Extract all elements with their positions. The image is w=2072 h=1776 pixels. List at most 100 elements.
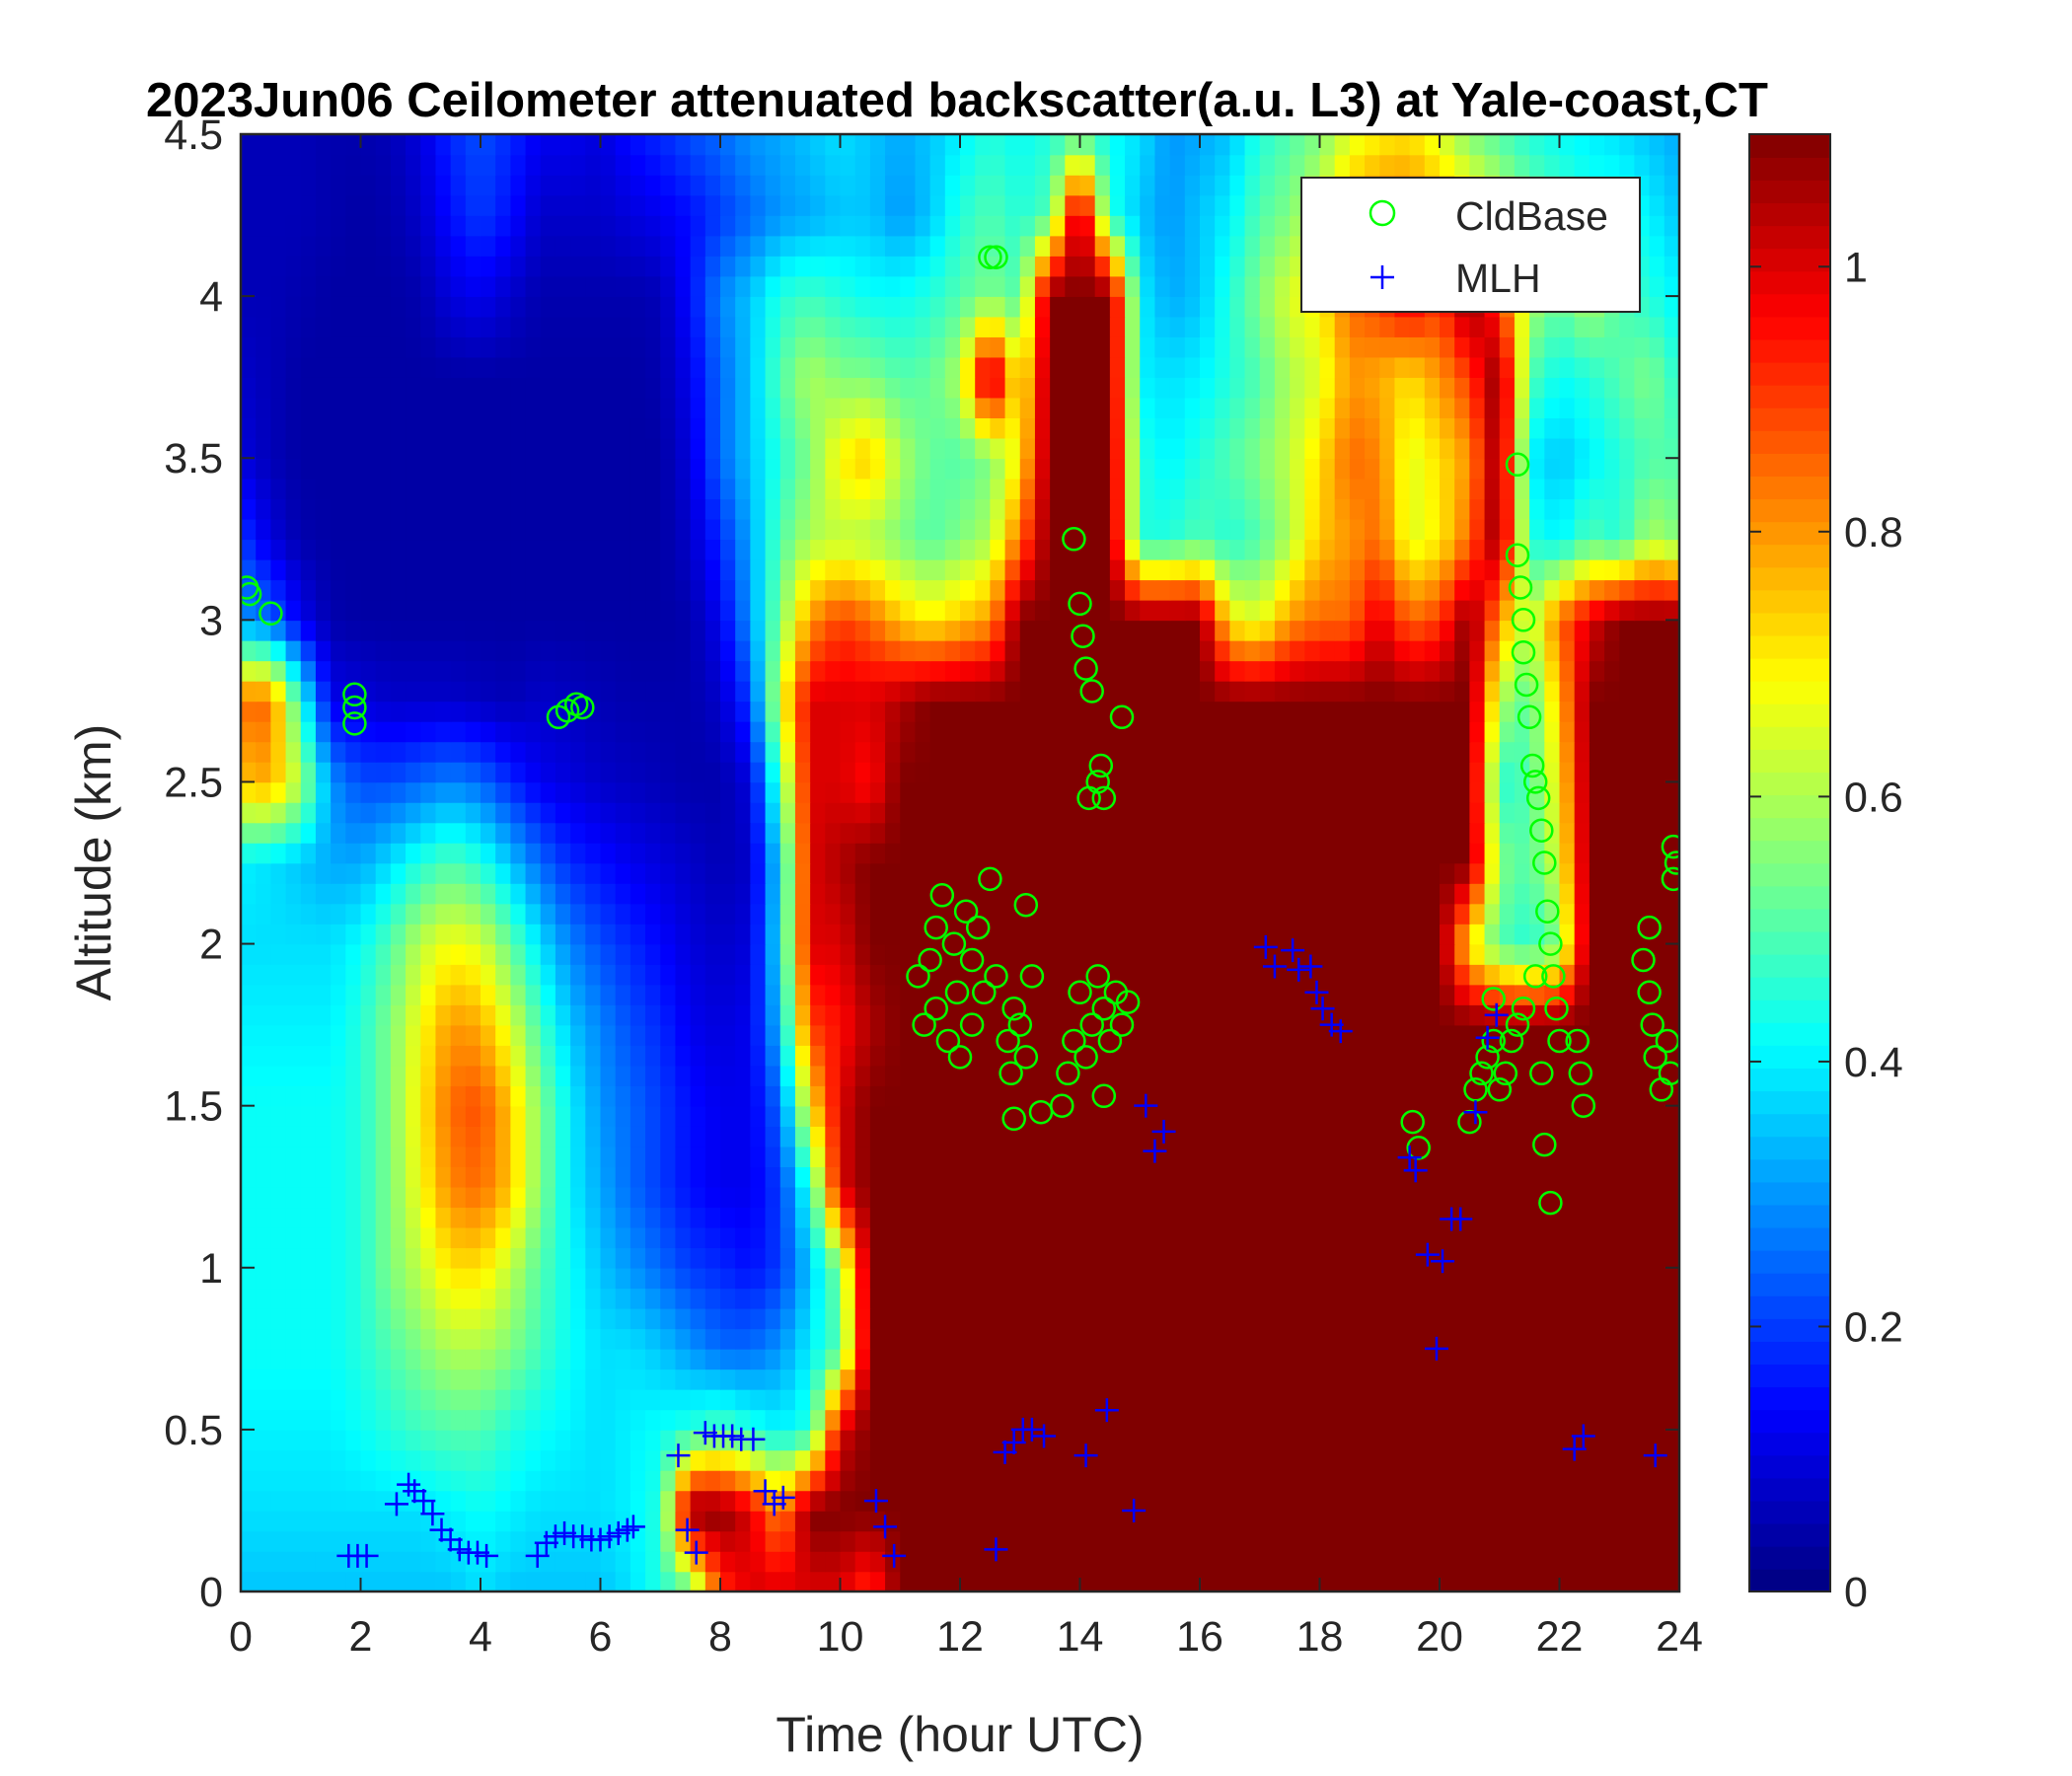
heatmap-cell — [256, 1065, 272, 1086]
heatmap-cell — [1619, 1307, 1636, 1330]
heatmap-cell — [794, 1045, 811, 1067]
heatmap-cell — [1349, 1490, 1366, 1512]
heatmap-cell — [779, 701, 796, 722]
heatmap-cell — [495, 1065, 512, 1086]
heatmap-cell — [1125, 1550, 1142, 1573]
heatmap-cell — [960, 1388, 976, 1411]
heatmap-cell — [1484, 558, 1501, 581]
heatmap-cell — [645, 761, 662, 783]
heatmap-cell — [1409, 1267, 1426, 1290]
heatmap-cell — [481, 862, 496, 884]
heatmap-cell — [600, 1267, 617, 1290]
heatmap-cell — [629, 579, 646, 601]
heatmap-cell — [1379, 680, 1396, 703]
heatmap-cell — [1290, 1226, 1306, 1249]
heatmap-cell — [1484, 1510, 1501, 1532]
heatmap-cell — [1229, 1449, 1246, 1471]
heatmap-cell — [720, 660, 736, 682]
heatmap-cell — [1065, 1085, 1081, 1107]
heatmap-cell — [750, 984, 767, 1005]
heatmap-cell — [1409, 761, 1426, 783]
heatmap-cell — [510, 1226, 527, 1249]
heatmap-cell — [481, 1024, 496, 1046]
heatmap-cell — [1379, 1267, 1396, 1290]
heatmap-cell — [1140, 1530, 1156, 1552]
heatmap-cell — [690, 701, 706, 722]
heatmap-cell — [315, 1085, 332, 1107]
heatmap-cell — [1094, 1530, 1111, 1552]
heatmap-cell — [1544, 539, 1561, 560]
heatmap-cell — [1125, 1065, 1142, 1086]
heatmap-cell — [825, 964, 842, 986]
heatmap-cell — [345, 1571, 362, 1591]
heatmap-cell — [750, 720, 767, 743]
heatmap-cell — [585, 741, 602, 763]
heatmap-cell — [1169, 1126, 1186, 1147]
heatmap-cell — [1349, 1126, 1366, 1147]
heatmap-cell — [840, 1004, 856, 1026]
heatmap-cell — [270, 1247, 287, 1269]
heatmap-cell — [1169, 1409, 1186, 1431]
heatmap-cell — [960, 1550, 976, 1573]
heatmap-cell — [1290, 720, 1306, 743]
heatmap-cell — [1094, 1085, 1111, 1107]
heatmap-cell — [915, 1409, 931, 1431]
heatmap-cell — [1454, 1388, 1471, 1411]
heatmap-cell — [1604, 558, 1621, 581]
heatmap-cell — [765, 1510, 781, 1532]
heatmap-cell — [690, 883, 706, 905]
heatmap-cell — [1589, 761, 1605, 783]
heatmap-cell — [390, 1186, 407, 1209]
heatmap-cell — [450, 1004, 467, 1026]
heatmap-cell — [285, 741, 302, 763]
heatmap-cell — [735, 1307, 752, 1330]
heatmap-cell — [540, 1065, 556, 1086]
heatmap-cell — [1244, 1348, 1261, 1370]
heatmap-cell — [1649, 1348, 1665, 1370]
heatmap-cell — [794, 1369, 811, 1390]
heatmap-cell — [675, 741, 692, 763]
heatmap-cell — [794, 1105, 811, 1127]
heatmap-cell — [990, 964, 1006, 986]
heatmap-cell — [915, 842, 931, 864]
heatmap-cell — [854, 943, 871, 965]
heatmap-cell — [869, 680, 886, 703]
heatmap-cell — [1034, 1510, 1051, 1532]
heatmap-cell — [241, 903, 257, 925]
heatmap-cell — [660, 1226, 677, 1249]
heatmap-cell — [345, 1146, 362, 1167]
heatmap-cell — [375, 984, 392, 1005]
heatmap-cell — [1424, 1267, 1441, 1290]
heatmap-cell — [331, 720, 347, 743]
heatmap-cell — [869, 1530, 886, 1552]
heatmap-cell — [1004, 964, 1021, 986]
heatmap-cell — [825, 639, 842, 662]
heatmap-cell — [960, 1348, 976, 1370]
heatmap-cell — [1079, 943, 1096, 965]
heatmap-cell — [1200, 1045, 1216, 1067]
heatmap-cell — [1514, 1146, 1530, 1167]
heatmap-cell — [1379, 1004, 1396, 1026]
heatmap-cell — [944, 1449, 961, 1471]
heatmap-cell — [720, 1530, 736, 1552]
heatmap-cell — [1140, 1146, 1156, 1167]
heatmap-cell — [1514, 1510, 1530, 1532]
heatmap-cell — [929, 1146, 946, 1167]
heatmap-cell — [1544, 1146, 1561, 1167]
heatmap-cell — [794, 1126, 811, 1147]
heatmap-cell — [1109, 1207, 1126, 1228]
heatmap-cell — [1169, 862, 1186, 884]
heatmap-cell — [1154, 1207, 1171, 1228]
heatmap-cell — [869, 1388, 886, 1411]
heatmap-cell — [1319, 842, 1336, 864]
heatmap-cell — [915, 781, 931, 803]
heatmap-cell — [1499, 1328, 1516, 1350]
heatmap-cell — [1469, 1510, 1486, 1532]
heatmap-cell — [1379, 1550, 1396, 1573]
heatmap-cell — [1589, 1004, 1605, 1026]
heatmap-cell — [1259, 1186, 1276, 1209]
heatmap-cell — [1619, 1409, 1636, 1431]
heatmap-cell — [1290, 1186, 1306, 1209]
heatmap-cell — [1154, 1571, 1171, 1591]
heatmap-cell — [1589, 701, 1605, 722]
